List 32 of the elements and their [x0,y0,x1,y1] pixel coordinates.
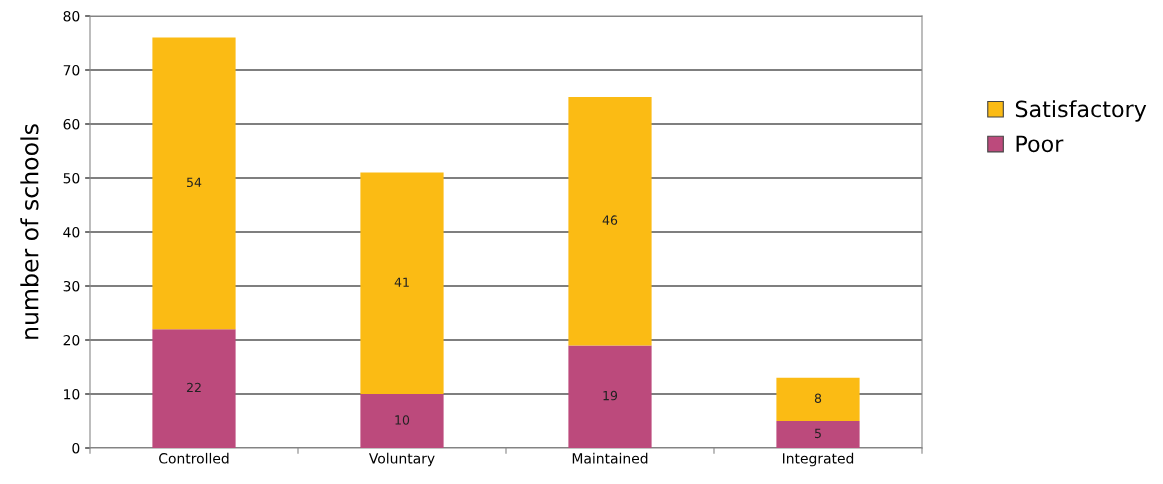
bar [152,37,236,330]
data-label: 41 [394,277,409,287]
x-tick-label: Voluntary [368,452,435,467]
bar [776,421,860,448]
bar [776,377,860,421]
y-tick-label: 30 [63,280,80,292]
y-tick-label: 70 [63,64,80,76]
y-tick-label: 60 [63,118,80,130]
bar [568,345,652,448]
data-label: 10 [395,415,410,425]
bar [360,172,444,394]
x-tick-label: Integrated [782,452,854,467]
y-tick-label: 80 [63,10,80,22]
y-tick-label: 0 [72,442,80,454]
data-label: 8 [814,393,822,404]
x-tick-label: Controlled [159,452,229,464]
data-label: 22 [186,382,201,393]
y-tick-label: 50 [63,172,80,184]
x-tick-label: Maintained [572,452,648,464]
data-label: 5 [814,428,821,439]
data-label: 54 [187,177,202,188]
legend-label: Poor [1016,135,1064,153]
y-tick-label: 10 [64,388,80,400]
bar [152,329,236,448]
data-label: 19 [603,390,618,401]
legend-label: Satisfactory [1015,100,1147,122]
data-label: 46 [602,215,618,225]
bar [360,394,444,448]
y-axis-title: number of schools [20,124,39,339]
bar [568,97,652,346]
y-tick-label: 20 [63,334,80,346]
y-tick-label: 40 [63,226,80,238]
